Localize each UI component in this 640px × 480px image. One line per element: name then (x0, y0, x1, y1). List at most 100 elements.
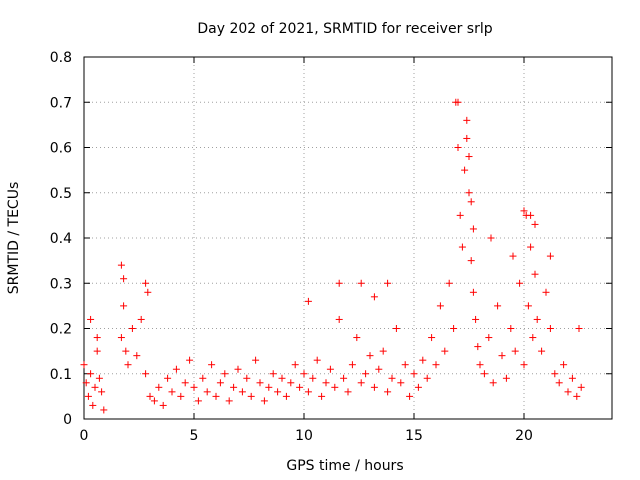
data-point (322, 379, 330, 387)
data-point (133, 352, 141, 360)
data-point (326, 365, 334, 373)
data-point (304, 297, 312, 305)
data-point (456, 211, 464, 219)
data-point (300, 370, 308, 378)
data-point (577, 383, 585, 391)
data-point (164, 374, 172, 382)
data-point (509, 252, 517, 260)
data-point (392, 325, 400, 332)
data-point (146, 392, 154, 400)
data-point (155, 383, 163, 391)
data-point (575, 325, 583, 332)
y-tick-label: 0.6 (50, 141, 72, 157)
data-point (467, 198, 475, 206)
data-point (247, 392, 255, 400)
data-point (190, 383, 198, 391)
data-point (527, 211, 535, 219)
data-point (304, 388, 312, 396)
data-point (531, 270, 539, 278)
data-point (348, 361, 356, 369)
x-tick-label: 0 (80, 428, 89, 444)
data-point (533, 315, 541, 323)
data-point (469, 288, 477, 296)
x-axis-label: GPS time / hours (286, 458, 403, 474)
data-point (144, 288, 152, 296)
x-tick-label: 15 (405, 428, 423, 444)
data-point (472, 315, 480, 323)
data-point (142, 370, 150, 378)
x-tick-label: 5 (190, 428, 199, 444)
data-point (370, 293, 378, 301)
data-point (252, 356, 260, 364)
data-point (194, 397, 202, 405)
data-point (432, 361, 440, 369)
data-point (379, 347, 387, 355)
data-point (177, 392, 185, 400)
x-tick-label: 20 (515, 428, 533, 444)
grid-lines (84, 57, 612, 419)
data-point (120, 275, 128, 283)
data-point (87, 315, 95, 323)
data-point (172, 365, 180, 373)
data-point (269, 370, 277, 378)
data-point (419, 356, 427, 364)
data-point (168, 388, 176, 396)
data-point (461, 166, 469, 174)
data-point (80, 361, 88, 369)
data-point (520, 361, 528, 369)
data-point (282, 392, 290, 400)
data-point (546, 252, 554, 260)
data-point (291, 361, 299, 369)
data-point (370, 383, 378, 391)
data-point (278, 374, 286, 382)
data-point (340, 374, 348, 382)
data-point (362, 370, 370, 378)
data-point (487, 234, 495, 242)
data-point (225, 397, 233, 405)
data-point (260, 397, 268, 405)
data-point (564, 388, 572, 396)
data-point (463, 116, 471, 124)
data-point (568, 374, 576, 382)
data-point (441, 347, 449, 355)
data-point (238, 388, 246, 396)
data-point (120, 302, 128, 310)
data-point (221, 370, 229, 378)
data-point (199, 374, 207, 382)
data-point (93, 347, 101, 355)
data-point (265, 383, 273, 391)
data-point (309, 374, 317, 382)
data-point (89, 401, 97, 409)
data-point (458, 243, 466, 251)
data-point (287, 379, 295, 387)
y-tick-label: 0.1 (50, 367, 72, 383)
data-point (516, 279, 524, 287)
data-point (388, 374, 396, 382)
data-point (450, 325, 458, 332)
data-point (527, 243, 535, 251)
data-point (234, 365, 242, 373)
data-point (124, 361, 132, 369)
data-point (469, 225, 477, 233)
data-point (84, 392, 92, 400)
data-point (159, 401, 167, 409)
data-point (467, 257, 475, 265)
data-point (463, 134, 471, 142)
data-point (296, 383, 304, 391)
data-point (150, 397, 158, 405)
data-point (122, 347, 130, 355)
data-point (507, 325, 515, 332)
data-point (91, 383, 99, 391)
data-point (520, 207, 528, 215)
data-point (498, 352, 506, 360)
data-point (542, 288, 550, 296)
data-point (410, 370, 418, 378)
y-tick-label: 0.8 (50, 50, 72, 66)
data-point (423, 374, 431, 382)
data-point (531, 220, 539, 228)
data-point (98, 388, 106, 396)
data-point (331, 383, 339, 391)
data-point (82, 379, 90, 387)
data-point (100, 406, 108, 414)
